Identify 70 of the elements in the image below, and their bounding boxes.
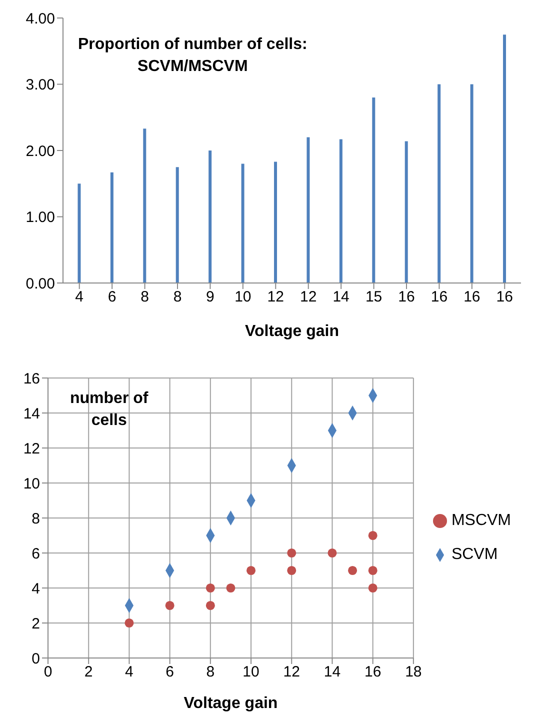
x-tick-label: 16 xyxy=(398,288,415,306)
bar xyxy=(78,184,81,283)
x-tick-label: 18 xyxy=(405,664,422,681)
bar xyxy=(306,137,310,283)
x-tick-label: 16 xyxy=(496,288,513,306)
x-tick-label: 10 xyxy=(234,288,252,306)
y-tick-label: 12 xyxy=(23,440,40,458)
bar xyxy=(176,167,179,283)
x-tick-label: 10 xyxy=(242,664,260,681)
point xyxy=(165,600,174,610)
y-tick-label: 2 xyxy=(32,615,40,632)
point xyxy=(328,548,337,558)
y-tick-label: 8 xyxy=(32,510,40,528)
bar xyxy=(404,141,408,283)
point xyxy=(368,566,378,576)
x-tick-label: 12 xyxy=(267,288,284,306)
x-axis-title: Voltage gain xyxy=(184,695,278,712)
bar xyxy=(143,128,146,283)
point xyxy=(287,548,296,558)
x-tick-label: 15 xyxy=(365,288,382,306)
y-tick-label: 6 xyxy=(32,545,40,562)
x-tick-label: 16 xyxy=(364,664,382,681)
text: number of cells xyxy=(70,389,148,431)
point xyxy=(287,566,296,576)
point xyxy=(206,600,215,610)
x-tick-label: 16 xyxy=(464,288,480,306)
x-axis-title: Voltage gain xyxy=(245,323,339,340)
legend-label: MSCVM xyxy=(451,512,511,529)
y-tick-label: 0 xyxy=(32,650,40,668)
x-tick-label: 14 xyxy=(332,288,350,306)
y-tick-label: 4 xyxy=(32,580,40,598)
y-tick-label: 1.00 xyxy=(26,209,55,226)
bar xyxy=(372,98,376,283)
x-tick-label: 14 xyxy=(324,664,341,681)
x-tick-label: 8 xyxy=(206,664,215,681)
point xyxy=(206,583,215,593)
y-tick-label: 10 xyxy=(23,475,40,492)
bar xyxy=(110,172,114,283)
y-tick-label: 4.00 xyxy=(26,10,55,28)
bar xyxy=(503,34,506,283)
text: Proportion of number of cells: SCVM/MSCVM xyxy=(78,35,308,77)
bar xyxy=(241,164,244,283)
x-tick-label: 4 xyxy=(75,288,84,306)
x-tick-label: 16 xyxy=(430,288,448,306)
y-tick-label: 2.00 xyxy=(26,142,55,160)
legend-label: SCVM xyxy=(451,546,498,563)
x-tick-label: 4 xyxy=(125,664,134,681)
x-tick-label: 12 xyxy=(283,664,300,681)
bar xyxy=(470,84,474,283)
point xyxy=(368,583,378,593)
x-tick-label: 12 xyxy=(300,288,317,306)
y-tick-label: 0.00 xyxy=(26,275,55,292)
y-tick-label: 16 xyxy=(23,370,40,388)
x-tick-label: 6 xyxy=(166,664,174,681)
bar xyxy=(339,139,342,283)
point xyxy=(226,583,236,593)
y-tick-label: 14 xyxy=(23,405,40,422)
x-tick-label: 9 xyxy=(206,288,214,306)
y-tick-label: 3.00 xyxy=(26,76,55,94)
point xyxy=(368,530,378,540)
point xyxy=(246,566,256,576)
point xyxy=(348,566,358,576)
point xyxy=(124,618,134,628)
x-tick-label: 8 xyxy=(173,288,182,306)
x-tick-label: 6 xyxy=(108,288,116,306)
x-tick-label: 8 xyxy=(140,288,149,306)
bar xyxy=(274,162,278,283)
bar xyxy=(438,84,441,283)
bar xyxy=(208,150,212,283)
x-tick-label: 2 xyxy=(84,664,93,681)
